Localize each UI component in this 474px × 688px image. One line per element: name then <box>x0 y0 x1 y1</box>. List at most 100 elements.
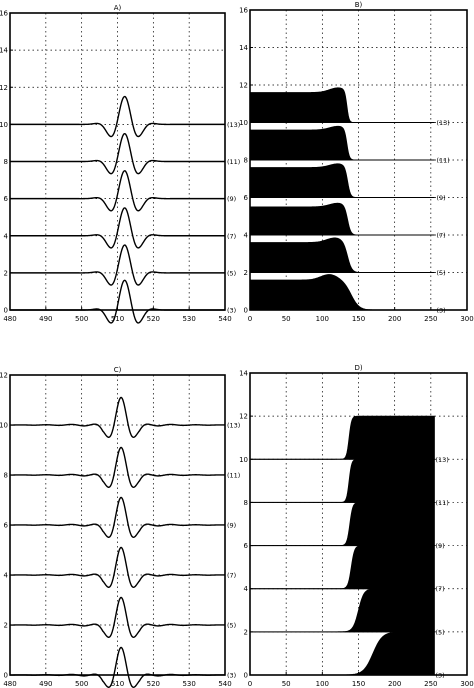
x-tick-label: 530 <box>182 680 195 688</box>
series-label: (9) <box>436 194 445 202</box>
x-tick-label: 540 <box>218 680 231 688</box>
y-tick-label: 2 <box>4 269 8 277</box>
y-tick-label: 2 <box>4 622 8 630</box>
x-tick-label: 490 <box>39 315 52 323</box>
series-line <box>10 207 225 249</box>
x-tick-label: 250 <box>424 680 437 688</box>
x-tick-label: 520 <box>147 315 160 323</box>
x-tick-label: 530 <box>182 315 195 323</box>
y-tick-label: 6 <box>4 195 9 203</box>
x-tick-label: 200 <box>388 680 401 688</box>
series-label: (13) <box>436 119 449 127</box>
series-line <box>10 496 226 538</box>
x-tick-label: 520 <box>147 680 160 688</box>
series-line <box>10 279 225 324</box>
series-label: (11) <box>435 499 448 507</box>
series-label: (9) <box>227 195 236 203</box>
panel-title: A) <box>114 4 122 12</box>
y-tick-label: 12 <box>239 413 248 421</box>
series-label: (3) <box>436 307 445 315</box>
series-line <box>10 446 226 488</box>
y-tick-label: 8 <box>244 157 248 165</box>
series-label: (11) <box>227 472 240 480</box>
series-label: (5) <box>436 269 445 277</box>
series-label: (11) <box>227 158 240 166</box>
x-tick-label: 0 <box>248 315 252 323</box>
panel-a: 480 490 500 510 520 530 540 0 2 4 6 8 10 12 14 16 A) (3) (… <box>0 4 240 324</box>
series-label: (7) <box>435 585 444 593</box>
panel-title: B) <box>355 1 363 9</box>
y-tick-label: 8 <box>244 499 248 507</box>
x-tick-label: 50 <box>282 680 291 688</box>
y-tick-label: 10 <box>239 456 248 464</box>
y-tick-label: 10 <box>239 119 248 127</box>
panel-c: 480 490 500 510 520 530 540 0 2 4 6 8 10 12 C) (3) (5) (7… <box>0 366 240 688</box>
series-label: (9) <box>227 522 236 530</box>
x-tick-label: 150 <box>352 680 365 688</box>
x-tick-label: 300 <box>460 680 473 688</box>
panel-b: 0 50 100 150 200 250 300 0 2 4 6 8 10 12 14 16 B) (3) (5) (… <box>239 1 474 323</box>
panel-title: D) <box>354 364 362 372</box>
x-tick-label: 480 <box>3 315 16 323</box>
series-label: (5) <box>227 269 236 277</box>
x-tick-label: 480 <box>3 680 16 688</box>
y-tick-label: 16 <box>0 10 9 18</box>
y-tick-label: 6 <box>244 194 249 202</box>
y-tick-label: 12 <box>0 372 8 380</box>
y-tick-label: 0 <box>4 307 8 315</box>
y-tick-label: 16 <box>239 7 248 15</box>
panel-d: 0 50 100 150 200 250 300 0 2 4 6 8 10 12 14 D) (3) (5) (7)… <box>239 364 474 688</box>
x-tick-label: 300 <box>460 315 473 323</box>
y-tick-label: 0 <box>4 672 8 680</box>
series-line <box>10 546 226 588</box>
series-line <box>10 170 225 212</box>
y-tick-label: 8 <box>4 158 8 166</box>
series-line <box>10 244 225 286</box>
series-label: (11) <box>436 157 449 165</box>
y-tick-label: 14 <box>0 47 9 55</box>
series-label: (3) <box>227 672 236 680</box>
y-tick-label: 0 <box>244 307 248 315</box>
series-label: (9) <box>435 542 444 550</box>
x-tick-label: 510 <box>111 680 124 688</box>
y-tick-label: 4 <box>4 232 9 240</box>
series-label: (3) <box>435 672 444 680</box>
series-label: (3) <box>227 307 236 315</box>
series-line <box>10 95 225 138</box>
y-tick-label: 6 <box>4 522 9 530</box>
y-tick-label: 12 <box>239 82 248 90</box>
y-tick-label: 4 <box>4 572 9 580</box>
x-tick-label: 490 <box>39 680 52 688</box>
series-label: (13) <box>435 456 448 464</box>
series-label: (7) <box>227 232 236 240</box>
panel-title: C) <box>114 366 122 374</box>
y-tick-label: 14 <box>239 44 248 52</box>
series-label: (7) <box>436 232 445 240</box>
y-tick-label: 10 <box>0 422 8 430</box>
x-tick-label: 100 <box>316 680 329 688</box>
series-label: (13) <box>227 121 240 129</box>
series-line <box>10 132 225 175</box>
y-tick-label: 12 <box>0 84 8 92</box>
y-tick-label: 2 <box>244 269 248 277</box>
y-tick-label: 14 <box>239 370 248 378</box>
x-tick-label: 500 <box>75 315 88 323</box>
x-tick-label: 150 <box>352 315 365 323</box>
y-tick-label: 4 <box>244 232 249 240</box>
y-tick-label: 2 <box>244 628 248 636</box>
series-line <box>10 396 226 438</box>
series-line <box>10 646 226 688</box>
y-tick-label: 8 <box>4 472 8 480</box>
x-tick-label: 250 <box>424 315 437 323</box>
y-tick-label: 4 <box>244 585 249 593</box>
series-label: (5) <box>435 628 444 636</box>
x-tick-label: 100 <box>316 315 329 323</box>
x-tick-label: 50 <box>282 315 291 323</box>
y-tick-label: 10 <box>0 121 8 129</box>
series-label: (5) <box>227 622 236 630</box>
series-line <box>10 596 226 638</box>
x-tick-label: 0 <box>248 680 252 688</box>
y-tick-label: 0 <box>244 672 248 680</box>
x-tick-label: 200 <box>388 315 401 323</box>
